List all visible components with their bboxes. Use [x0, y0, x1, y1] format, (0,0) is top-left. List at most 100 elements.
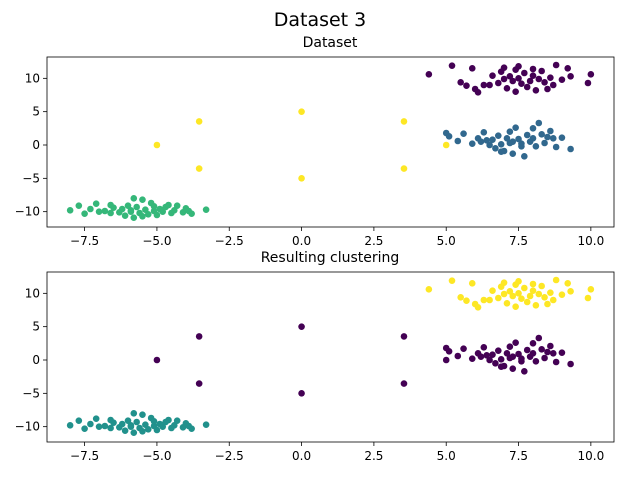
scatter-point-dataset-s2-5 [95, 208, 103, 215]
scatter-point-clustering-s1-23 [529, 350, 537, 357]
scatter-point-dataset-s1-35 [518, 140, 525, 147]
scatter-point-clustering-s0-8 [494, 294, 502, 302]
x-tick-label-clustering-2: −2.5 [215, 449, 244, 463]
scatter-point-clustering-s1-3 [460, 345, 467, 352]
scatter-point-dataset-s1-6 [477, 138, 485, 145]
scatter-point-dataset-s1-25 [535, 119, 543, 127]
scatter-point-clustering-s1-36 [547, 342, 554, 350]
scatter-point-dataset-s2-19 [144, 211, 152, 218]
y-tick-label-dataset-0: 10 [25, 71, 40, 85]
scatter-point-dataset-s0-4 [468, 65, 476, 72]
scatter-point-clustering-s2-0 [66, 422, 74, 429]
scatter-point-clustering-s0-2 [457, 294, 464, 301]
scatter-point-dataset-s1-21 [523, 131, 531, 139]
scatter-point-dataset-s2-32 [188, 210, 195, 217]
scatter-point-dataset-s0-29 [558, 76, 566, 83]
scatter-point-dataset-s1-31 [558, 134, 566, 141]
scatter-point-clustering-s0-19 [523, 298, 531, 306]
y-tick-label-clustering-4: −10 [15, 420, 40, 434]
scatter-point-clustering-s1-30 [552, 358, 560, 366]
scatter-point-clustering-s1-20 [521, 368, 528, 375]
y-tick-label-dataset-2: 0 [32, 138, 40, 152]
scatter-point-dataset-s0-30 [564, 65, 572, 72]
scatter-point-dataset-s1-7 [480, 129, 488, 136]
scatter-point-dataset-s0-23 [535, 75, 543, 83]
scatter-point-dataset-s2-1 [75, 202, 83, 209]
scatter-points-dataset [66, 61, 595, 221]
scatter-point-clustering-s0-39 [529, 280, 537, 288]
scatter-point-clustering-s2-37 [165, 416, 172, 424]
scatter-point-dataset-s3-4 [298, 175, 305, 182]
y-tick-label-clustering-3: −5 [22, 386, 40, 400]
scatter-point-clustering-s1-12 [497, 356, 505, 363]
scatter-point-clustering-s0-20 [526, 292, 534, 300]
scatter-point-clustering-s2-32 [188, 425, 195, 432]
scatter-point-clustering-s1-37 [497, 363, 505, 370]
y-tick-label-dataset-3: −5 [22, 171, 40, 185]
scatter-point-clustering-s0-30 [564, 280, 572, 287]
scatter-point-clustering-s2-22 [153, 426, 161, 434]
scatter-point-clustering-s3-4 [298, 390, 305, 397]
y-axis-ticks-clustering: 10 5 0 −5 −10 [15, 286, 47, 434]
scatter-point-clustering-s0-13 [509, 292, 517, 300]
x-tick-label-dataset-6: 7.5 [509, 234, 528, 248]
scatter-point-dataset-s0-34 [544, 85, 551, 93]
scatter-point-clustering-s1-7 [480, 344, 488, 351]
x-tick-label-clustering-5: 5.0 [437, 449, 456, 463]
scatter-point-dataset-s0-25 [541, 79, 548, 86]
scatter-point-dataset-s0-10 [500, 75, 508, 83]
scatter-point-dataset-s2-28 [173, 202, 181, 209]
scatter-point-clustering-s0-23 [535, 290, 543, 298]
scatter-point-clustering-s0-38 [515, 278, 522, 285]
scatter-points-clustering [66, 276, 595, 436]
x-tick-label-clustering-4: 2.5 [364, 449, 383, 463]
scatter-point-clustering-s1-10 [492, 360, 499, 367]
x-tick-label-dataset-2: −2.5 [215, 234, 244, 248]
scatter-point-clustering-s0-11 [503, 300, 511, 307]
scatter-point-dataset-s0-21 [529, 72, 537, 79]
scatter-point-dataset-s2-2 [81, 210, 88, 217]
scatter-point-dataset-s0-17 [518, 80, 525, 87]
subplot-resulting-clustering: Resulting clustering −7.5 −5.0 −2.5 0.0 2.5 5… [15, 250, 615, 463]
scatter-point-clustering-s3-1 [195, 333, 203, 340]
scatter-point-clustering-s1-39 [529, 340, 537, 347]
scatter-point-clustering-s1-16 [509, 365, 517, 372]
scatter-point-dataset-s2-4 [92, 200, 100, 207]
scatter-point-dataset-s3-3 [298, 108, 305, 115]
scatter-point-dataset-s2-11 [121, 212, 129, 219]
scatter-point-dataset-s1-11 [494, 132, 502, 139]
scatter-point-clustering-s0-0 [425, 286, 433, 293]
scatter-point-dataset-s2-34 [130, 195, 138, 202]
scatter-point-clustering-s0-27 [549, 296, 557, 304]
scatter-point-dataset-s0-36 [489, 72, 496, 79]
scatter-point-clustering-s1-32 [567, 360, 574, 368]
x-tick-label-clustering-3: 0.0 [292, 449, 311, 463]
scatter-point-dataset-s0-32 [584, 79, 592, 87]
scatter-point-dataset-s0-16 [515, 75, 522, 82]
scatter-point-clustering-s2-36 [107, 416, 114, 424]
scatter-point-clustering-s2-15 [133, 418, 140, 426]
subplot-title-resulting-clustering: Resulting clustering [261, 250, 400, 266]
scatter-point-dataset-s0-26 [547, 74, 554, 81]
scatter-point-clustering-s0-37 [480, 296, 488, 304]
scatter-point-dataset-s2-17 [139, 196, 146, 203]
scatter-point-clustering-s3-2 [195, 380, 203, 387]
scatter-point-dataset-s2-3 [87, 205, 94, 213]
scatter-point-dataset-s1-17 [512, 124, 519, 131]
scatter-point-clustering-s0-18 [521, 284, 528, 292]
scatter-point-dataset-s1-33 [506, 128, 514, 135]
y-tick-label-clustering-0: 10 [25, 286, 40, 300]
axes-frame-clustering [46, 271, 615, 443]
scatter-point-clustering-s1-4 [468, 355, 476, 362]
scatter-point-clustering-s3-7 [442, 356, 450, 364]
scatter-point-dataset-s1-10 [492, 145, 499, 152]
scatter-point-dataset-s0-19 [523, 83, 531, 91]
scatter-point-dataset-s0-2 [457, 79, 464, 86]
scatter-point-clustering-s1-29 [549, 350, 557, 357]
scatter-point-dataset-s1-30 [552, 143, 560, 151]
scatter-point-clustering-s2-1 [75, 417, 83, 424]
x-tick-label-clustering-6: 7.5 [509, 449, 528, 463]
scatter-point-dataset-s0-31 [567, 73, 574, 80]
x-tick-label-clustering-0: −7.5 [70, 449, 99, 463]
scatter-point-clustering-s0-33 [587, 286, 595, 293]
